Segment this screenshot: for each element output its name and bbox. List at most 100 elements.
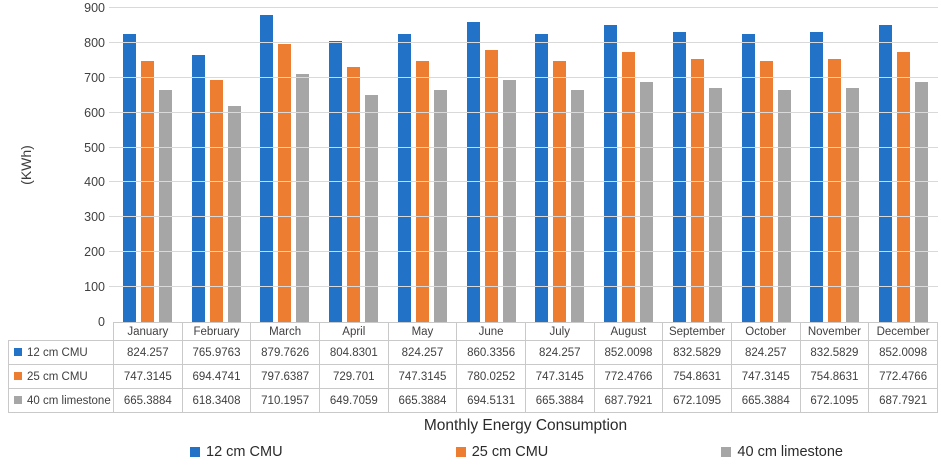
y-tick-label-100: 100 xyxy=(84,280,105,294)
value-cell-40-cm-limestone-december: 687.7921 xyxy=(868,388,938,413)
bar-40-cm-limestone-october xyxy=(777,90,791,322)
legend-key-icon xyxy=(14,372,22,380)
table-corner-cell xyxy=(8,322,114,341)
value-cell-12-cm-cmu-december: 852.0098 xyxy=(868,340,938,365)
legend-key-icon xyxy=(14,396,22,404)
value-cell-12-cm-cmu-october: 824.257 xyxy=(730,340,801,365)
legend: 12 cm CMU 25 cm CMU 40 cm limestone xyxy=(190,444,843,460)
gridline-100 xyxy=(109,286,938,287)
legend-label: 40 cm limestone xyxy=(737,444,843,460)
bar-group-october xyxy=(732,8,801,322)
series-label-cell: 12 cm CMU xyxy=(8,340,114,365)
legend-key-icon xyxy=(14,348,22,356)
month-header-july: July xyxy=(524,322,595,341)
bar-group-january xyxy=(113,8,182,322)
value-cell-12-cm-cmu-september: 832.5829 xyxy=(662,340,732,365)
y-tick-label-700: 700 xyxy=(84,71,105,85)
bar-12-cm-cmu-june xyxy=(466,22,480,322)
value-cell-12-cm-cmu-june: 860.3356 xyxy=(456,340,526,365)
bar-group-april xyxy=(319,8,388,322)
bar-12-cm-cmu-august xyxy=(604,25,618,322)
gridline-500 xyxy=(109,147,938,148)
legend-item-25-cm-cmu: 25 cm CMU xyxy=(455,444,549,460)
x-axis-title: Monthly Energy Consumption xyxy=(423,417,628,434)
value-cell-12-cm-cmu-march: 879.7626 xyxy=(250,340,320,365)
bar-12-cm-cmu-january xyxy=(122,34,136,322)
bar-25-cm-cmu-july xyxy=(553,61,567,322)
value-cell-40-cm-limestone-june: 694.5131 xyxy=(456,388,526,413)
value-cell-12-cm-cmu-january: 824.257 xyxy=(113,340,183,365)
legend-key-icon xyxy=(721,447,732,457)
value-cell-25-cm-cmu-july: 747.3145 xyxy=(524,364,595,389)
month-header-october: October xyxy=(730,322,801,341)
legend-key-icon xyxy=(455,447,466,457)
gridline-300 xyxy=(109,216,938,217)
bar-40-cm-limestone-july xyxy=(571,90,585,322)
table-row-25-cm-cmu: 25 cm CMU 747.3145 694.4741 797.6387 729.701… xyxy=(8,364,938,389)
value-cell-12-cm-cmu-february: 765.9763 xyxy=(181,340,252,365)
legend-key-icon xyxy=(190,447,200,457)
bar-25-cm-cmu-october xyxy=(759,61,773,322)
value-cell-25-cm-cmu-june: 780.0252 xyxy=(456,364,526,389)
value-cell-25-cm-cmu-january: 747.3145 xyxy=(113,364,183,389)
month-header-december: December xyxy=(868,322,938,341)
gridline-600 xyxy=(109,112,938,113)
bar-12-cm-cmu-july xyxy=(535,34,549,322)
legend-label: 12 cm CMU xyxy=(206,444,283,460)
value-cell-40-cm-limestone-august: 687.7921 xyxy=(593,388,664,413)
bar-40-cm-limestone-december xyxy=(915,82,929,322)
month-header-august: August xyxy=(593,322,664,341)
bar-25-cm-cmu-june xyxy=(484,50,498,322)
month-header-september: September xyxy=(662,322,732,341)
series-label-cell: 25 cm CMU xyxy=(8,364,114,389)
month-header-november: November xyxy=(799,322,870,341)
value-cell-25-cm-cmu-april: 729.701 xyxy=(318,364,389,389)
bar-12-cm-cmu-march xyxy=(260,15,274,322)
value-cell-40-cm-limestone-january: 665.3884 xyxy=(113,388,183,413)
value-cell-40-cm-limestone-july: 665.3884 xyxy=(524,388,595,413)
value-cell-40-cm-limestone-may: 665.3884 xyxy=(387,388,458,413)
y-tick-label-0: 0 xyxy=(98,315,105,329)
value-cell-12-cm-cmu-april: 804.8301 xyxy=(318,340,389,365)
legend-label: 25 cm CMU xyxy=(471,444,549,460)
month-header-may: May xyxy=(387,322,458,341)
bar-40-cm-limestone-may xyxy=(433,90,447,322)
y-tick-label-400: 400 xyxy=(84,175,105,189)
bar-25-cm-cmu-april xyxy=(347,67,361,322)
bar-40-cm-limestone-june xyxy=(502,80,516,322)
bar-group-march xyxy=(251,8,320,322)
bar-40-cm-limestone-march xyxy=(296,74,310,322)
month-header-february: February xyxy=(181,322,252,341)
bar-25-cm-cmu-may xyxy=(415,61,429,322)
gridline-200 xyxy=(109,251,938,252)
bar-group-september xyxy=(663,8,732,322)
bar-group-june xyxy=(457,8,526,322)
value-cell-25-cm-cmu-november: 754.8631 xyxy=(799,364,870,389)
plot-area xyxy=(109,7,938,322)
month-header-june: June xyxy=(456,322,526,341)
value-cell-25-cm-cmu-december: 772.4766 xyxy=(868,364,938,389)
data-table: January February March April May June July Augu… xyxy=(8,322,938,413)
bar-25-cm-cmu-august xyxy=(622,52,636,322)
y-tick-label-500: 500 xyxy=(84,141,105,155)
value-cell-25-cm-cmu-march: 797.6387 xyxy=(250,364,320,389)
bar-12-cm-cmu-may xyxy=(397,34,411,322)
bar-25-cm-cmu-february xyxy=(209,80,223,322)
bar-group-august xyxy=(594,8,663,322)
table-row-12-cm-cmu: 12 cm CMU 824.257 765.9763 879.7626 804.8301… xyxy=(8,340,938,365)
bar-12-cm-cmu-february xyxy=(191,55,205,322)
value-cell-12-cm-cmu-july: 824.257 xyxy=(524,340,595,365)
value-cell-25-cm-cmu-february: 694.4741 xyxy=(181,364,252,389)
bar-group-may xyxy=(388,8,457,322)
bars-layer xyxy=(113,8,938,322)
value-cell-12-cm-cmu-may: 824.257 xyxy=(387,340,458,365)
y-tick-label-200: 200 xyxy=(84,245,105,259)
bar-25-cm-cmu-january xyxy=(140,61,154,322)
value-cell-40-cm-limestone-october: 665.3884 xyxy=(730,388,801,413)
bar-40-cm-limestone-april xyxy=(365,95,379,322)
bar-40-cm-limestone-february xyxy=(227,106,241,322)
month-header-january: January xyxy=(113,322,183,341)
value-cell-25-cm-cmu-september: 754.8631 xyxy=(662,364,732,389)
bar-12-cm-cmu-september xyxy=(672,32,686,322)
